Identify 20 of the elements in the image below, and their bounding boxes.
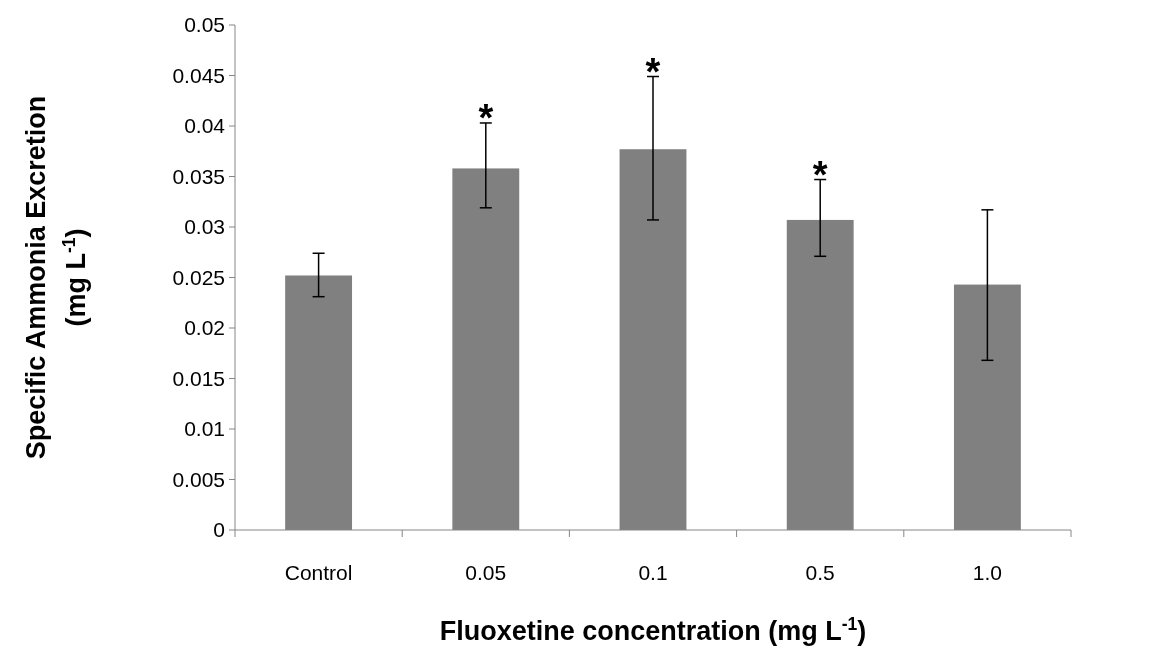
y-tick-label: 0.035 (172, 164, 225, 188)
annotation: * (478, 96, 494, 139)
y-tick-label: 0.025 (172, 265, 225, 289)
x-tick-label: 1.0 (972, 561, 1002, 584)
y-tick-label: 0.01 (184, 417, 225, 441)
x-tick-label: 0.05 (465, 561, 507, 584)
x-axis-title: Fluoxetine concentration (mg L$^{-1}$) (439, 614, 867, 646)
x-tick-label: Control (284, 561, 353, 584)
y-tick-label: 0.05 (184, 13, 225, 37)
y-tick-label: 0.005 (172, 467, 225, 491)
y-tick-label: 0.04 (184, 114, 226, 138)
y-tick-label: 0 (213, 518, 225, 542)
annotation: * (812, 153, 828, 196)
annotation: * (645, 50, 661, 93)
x-tick-label: 0.5 (805, 561, 835, 584)
y-tick-label: 0.02 (184, 316, 225, 340)
x-tick-label: 0.1 (638, 561, 668, 584)
y-tick-label: 0.045 (172, 63, 225, 87)
y-tick-label: 0.03 (184, 215, 225, 239)
y-tick-label: 0.015 (172, 366, 225, 390)
